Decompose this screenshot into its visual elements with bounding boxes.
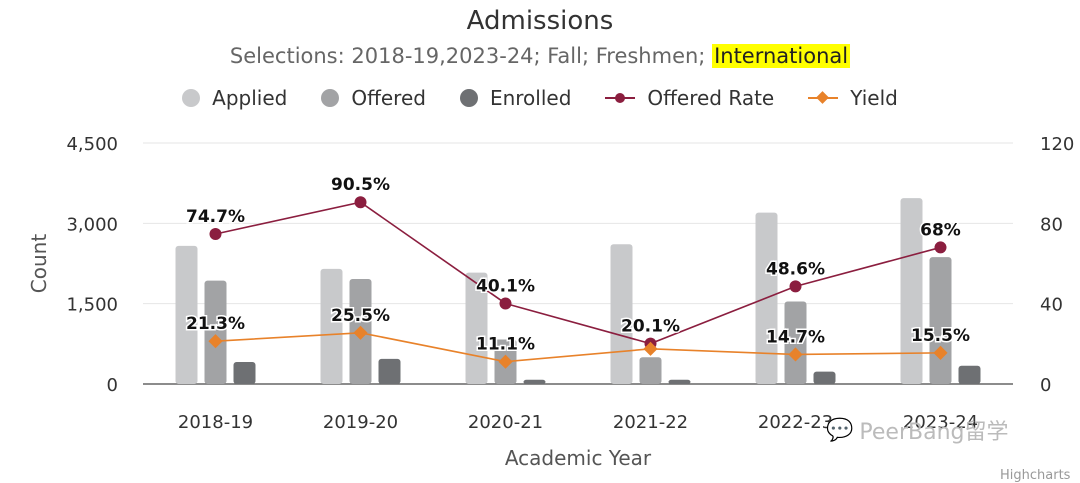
marker-offered-rate — [354, 196, 367, 209]
watermark-text: PeerBang留学 — [859, 420, 1009, 445]
x-tick-label: 2019-20 — [323, 412, 398, 433]
chart-credit[interactable]: Highcharts — [1000, 468, 1071, 483]
chart-subtitle: Selections: 2018-19,2023-24; Fall; Fresh… — [0, 44, 1080, 68]
legend-label-offered-rate: Offered Rate — [647, 86, 775, 110]
legend-swatch-enrolled — [459, 89, 478, 107]
marker-offered-rate — [789, 280, 802, 293]
marker-yield — [208, 334, 223, 349]
legend-item-enrolled[interactable]: Enrolled — [459, 86, 572, 110]
marker-offered-rate — [934, 241, 947, 254]
bar-offered — [784, 301, 807, 384]
x-tick-label: 2021-22 — [613, 412, 688, 433]
y2-tick-label: 0 — [1040, 375, 1051, 396]
bar-enrolled — [378, 358, 401, 384]
legend-label-offered: Offered — [351, 86, 426, 110]
bar-enrolled — [523, 379, 546, 384]
legend-label-yield: Yield — [850, 86, 898, 110]
y-axis-title: Count — [27, 234, 51, 294]
bar-enrolled — [958, 365, 981, 384]
y2-tick-label: 40 — [1040, 295, 1063, 316]
wechat-icon: 💬 — [826, 417, 854, 443]
watermark: 💬 PeerBang留学 — [826, 414, 1009, 446]
marker-yield — [788, 347, 803, 362]
bar-enrolled — [668, 379, 691, 384]
bar-applied — [465, 272, 488, 384]
bar-enrolled — [813, 371, 836, 384]
marker-yield — [353, 325, 368, 340]
data-label-yield: 11.1% — [476, 335, 535, 355]
legend-item-yield[interactable]: Yield — [808, 86, 898, 110]
bar-applied — [320, 268, 343, 384]
marker-yield — [643, 341, 658, 356]
y2-tick-label: 80 — [1040, 214, 1063, 235]
legend-label-enrolled: Enrolled — [489, 86, 572, 110]
y-tick-label: 1,500 — [66, 295, 118, 316]
y2-tick-label: 120 — [1040, 134, 1074, 155]
x-tick-label: 2018-19 — [178, 412, 253, 433]
marker-yield — [933, 345, 948, 360]
y-tick-label: 0 — [107, 375, 118, 396]
legend-swatch-applied — [182, 89, 201, 107]
legend-item-offered-rate[interactable]: Offered Rate — [605, 86, 774, 110]
subtitle-highlight: International — [712, 44, 851, 68]
data-label-offered-rate: 48.6% — [766, 259, 825, 279]
bar-offered — [639, 357, 662, 384]
subtitle-prefix: Selections: 2018-19,2023-24; Fall; Fresh… — [229, 44, 713, 68]
data-label-yield: 25.5% — [331, 306, 390, 326]
chart-legend: Applied Offered Enrolled Offered Rate Yi… — [0, 86, 1080, 110]
legend-swatch-offered — [321, 89, 340, 107]
marker-offered-rate — [499, 297, 512, 310]
x-tick-label: 2023-24 — [903, 412, 978, 433]
marker-offered-rate — [209, 227, 222, 240]
bar-offered — [929, 257, 952, 384]
data-label-offered-rate: 20.1% — [621, 317, 680, 337]
y-tick-label: 3,000 — [66, 214, 118, 235]
legend-swatch-yield — [808, 89, 839, 107]
legend-item-applied[interactable]: Applied — [182, 86, 287, 110]
x-tick-label: 2020-21 — [468, 412, 543, 433]
data-label-offered-rate: 40.1% — [476, 276, 535, 296]
series-line-offered-rate — [215, 201, 941, 345]
data-label-offered-rate: 90.5% — [331, 175, 390, 195]
bar-offered — [204, 280, 227, 384]
bar-applied — [900, 198, 923, 384]
bar-enrolled — [233, 362, 256, 384]
data-label-offered-rate: 68% — [920, 220, 961, 240]
y-tick-label: 4,500 — [66, 134, 118, 155]
legend-swatch-offered-rate — [605, 89, 636, 107]
data-label-yield: 21.3% — [186, 314, 245, 334]
series-line-yield — [215, 331, 941, 363]
bar-applied — [610, 244, 633, 384]
data-label-yield: 15.5% — [911, 326, 970, 346]
data-label-offered-rate: 74.7% — [186, 207, 245, 227]
legend-label-applied: Applied — [212, 86, 288, 110]
data-label-yield: 14.7% — [766, 327, 825, 347]
chart-title: Admissions — [466, 6, 614, 36]
x-tick-label: 2022-23 — [758, 412, 833, 433]
bar-applied — [175, 245, 198, 384]
legend-item-offered[interactable]: Offered — [321, 86, 426, 110]
x-axis-title: Academic Year — [505, 446, 652, 470]
marker-yield — [498, 354, 513, 369]
